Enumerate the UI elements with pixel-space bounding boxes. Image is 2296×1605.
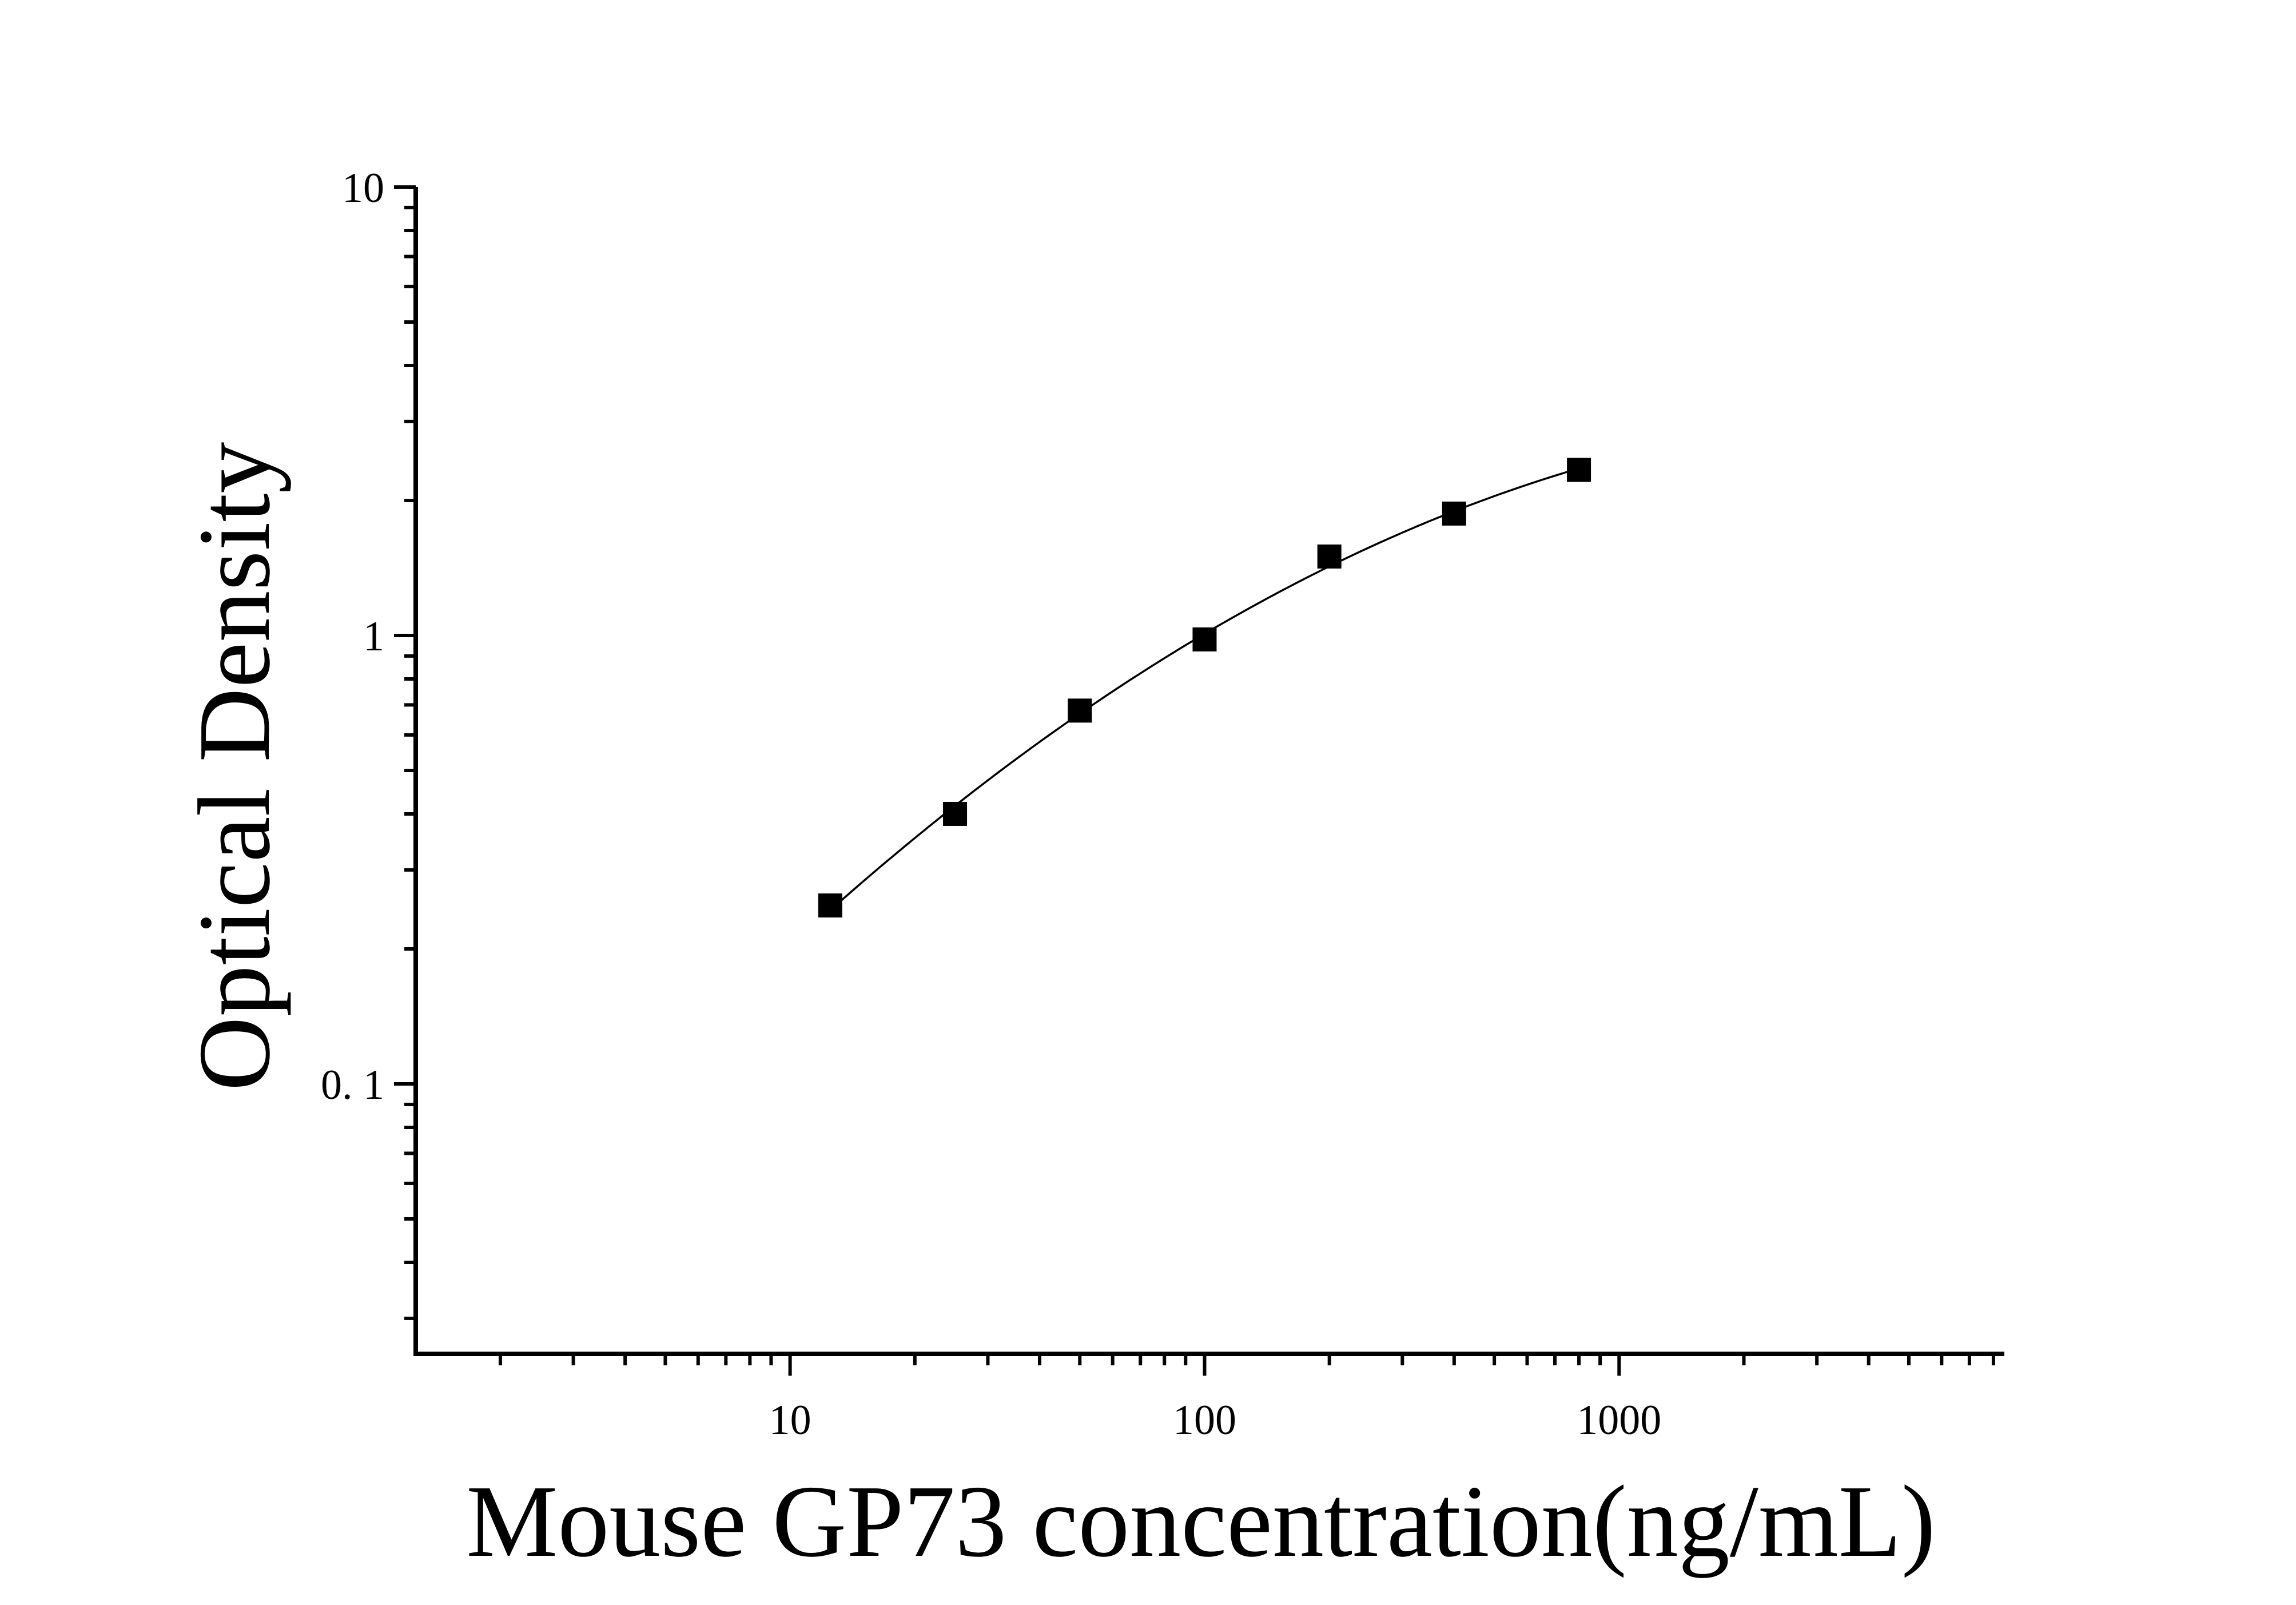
- x-tick-label: 100: [1173, 1397, 1236, 1444]
- y-axis-title: Optical Density: [177, 442, 291, 1091]
- y-tick-label: 1: [363, 613, 384, 660]
- x-axis-title: Mouse GP73 concentration(ng/mL): [466, 1464, 1935, 1578]
- y-tick-label: 0. 1: [321, 1062, 384, 1109]
- data-point: [1317, 544, 1342, 569]
- y-tick-label: 10: [342, 165, 384, 212]
- data-point: [1567, 458, 1591, 482]
- x-tick-label: 10: [769, 1397, 811, 1444]
- axes: [394, 185, 2004, 1376]
- data-point: [818, 893, 842, 918]
- data-point: [943, 801, 968, 826]
- x-tick-label: 1000: [1577, 1397, 1661, 1444]
- tick-labels-layer: 10 100 1000 10 1 0. 1: [321, 165, 1661, 1444]
- data-points-layer: [818, 458, 1591, 918]
- data-point: [1068, 698, 1092, 723]
- data-point: [1442, 501, 1466, 526]
- data-point: [1192, 627, 1217, 651]
